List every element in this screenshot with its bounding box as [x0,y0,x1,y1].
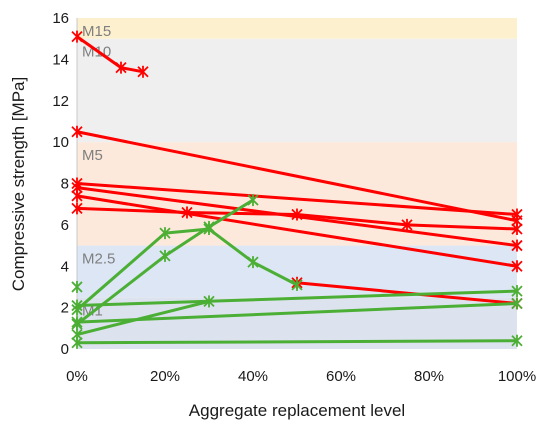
x-axis-label: Aggregate replacement level [189,401,405,420]
x-tick-label: 60% [326,368,356,385]
data-point-marker [291,278,303,291]
y-tick-label: 2 [61,300,69,317]
x-tick-label: 0% [66,368,88,385]
y-tick-label: 16 [52,10,69,27]
data-point-marker [203,295,215,308]
data-point-marker [71,316,83,329]
band-label-m15: M15 [82,23,111,40]
series-line [76,339,518,345]
data-point-marker [71,202,83,215]
band-m10 [77,38,517,143]
y-tick-label: 4 [61,258,69,275]
data-point-marker [511,223,523,236]
data-point-marker [159,227,171,240]
x-tick-label: 40% [238,368,268,385]
y-tick-label: 8 [61,176,69,193]
series-line [296,281,518,305]
series-red-1 [71,30,149,78]
y-tick-label: 6 [61,217,69,234]
data-point-marker [511,297,523,310]
series-line [76,289,518,308]
data-point-marker [71,189,83,202]
series-line [76,301,518,324]
data-point-marker [71,280,83,293]
data-point-marker [137,65,149,78]
y-tick-label: 10 [52,134,69,151]
y-tick-labels: 0 2 4 6 8 10 12 14 16 [52,10,69,358]
series-green-10 [71,280,83,293]
series-line [76,299,210,336]
band-m5 [77,142,517,246]
data-point-marker [159,249,171,262]
series-red-6 [71,202,523,236]
series-line [76,194,518,268]
data-point-marker [511,260,523,273]
data-point-marker [71,299,83,312]
series-green-12 [71,297,523,329]
data-point-marker [71,30,83,43]
x-tick-labels: 0% 20% 40% 60% 80% 100% [66,368,536,385]
data-point-marker [115,61,127,74]
data-point-marker [71,336,83,349]
series-green-9 [71,223,303,316]
series-group [71,30,523,349]
data-point-marker [511,334,523,347]
series-green-11 [71,285,523,312]
data-point-marker [71,125,83,138]
data-point-marker [401,218,413,231]
series-red-3 [71,177,523,221]
series-red-5 [71,189,523,273]
series-line [76,198,254,326]
data-point-marker [203,223,215,236]
data-point-marker [511,285,523,298]
band-label-m2-5: M2.5 [82,251,115,268]
series-green-14 [71,334,523,349]
data-point-marker [247,194,259,207]
y-tick-label: 14 [52,51,69,68]
data-point-marker [511,208,523,221]
data-point-marker [181,206,193,219]
y-tick-label: 0 [61,341,69,358]
x-tick-label: 20% [150,368,180,385]
y-tick-label: 12 [52,93,69,110]
band-label-m5: M5 [82,147,103,164]
x-tick-label: 100% [498,368,536,385]
data-point-marker [291,208,303,221]
x-tick-label: 80% [414,368,444,385]
data-point-marker [247,256,259,269]
band-m15 [77,18,517,39]
data-point-marker [511,239,523,252]
series-line [76,182,518,217]
series-line [76,130,518,223]
y-axis-label: Compressive strength [MPa] [9,77,28,291]
